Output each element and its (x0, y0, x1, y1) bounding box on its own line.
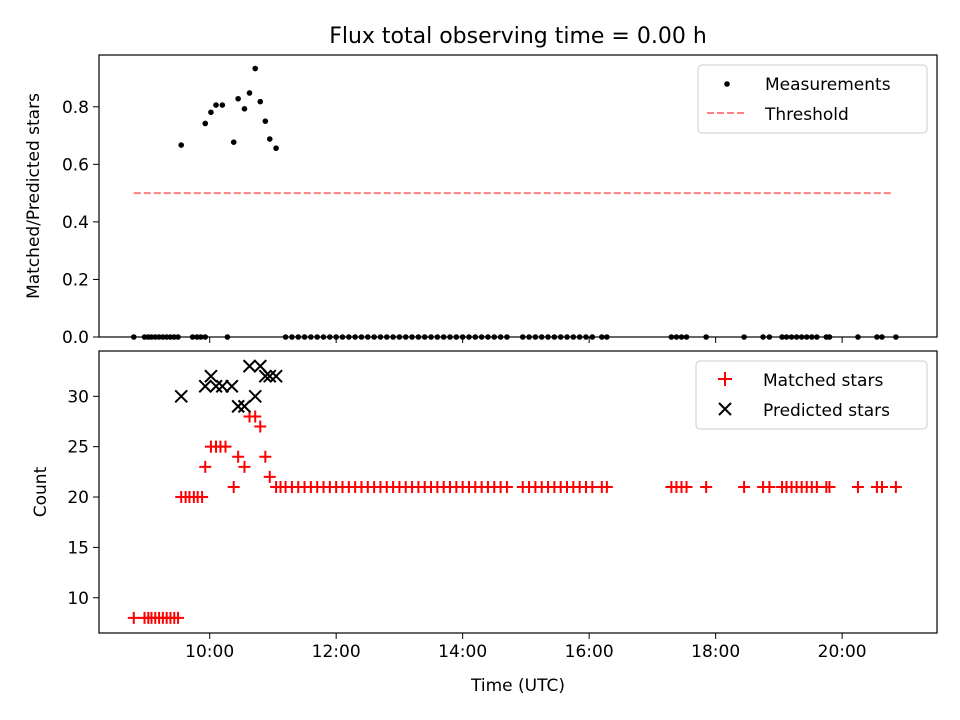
y-tick-label: 0.2 (62, 270, 89, 290)
y-tick-label: 25 (67, 438, 89, 458)
measurement-point (202, 120, 209, 127)
bottom-legend: Matched stars Predicted stars (695, 360, 928, 430)
legend-matched-label: Matched stars (763, 371, 883, 391)
y-tick-label: 0.6 (62, 155, 89, 175)
predicted-star-point (248, 389, 262, 404)
x-tick-label: 14:00 (438, 642, 487, 662)
legend-predicted-marker (718, 402, 732, 416)
predicted-star-point (174, 389, 188, 404)
matched-star-point (851, 480, 864, 493)
predicted-star-point (225, 379, 239, 393)
measurement-point (273, 145, 279, 152)
predicted-star-point (263, 369, 277, 383)
matched-star-point (763, 480, 776, 493)
matched-star-point (823, 480, 836, 493)
bottom-y-axis-label: Count (31, 466, 51, 517)
predicted-star-point (231, 399, 245, 414)
y-tick-label: 0.8 (62, 98, 89, 118)
matched-star-point (254, 420, 267, 433)
matched-star-point (232, 450, 245, 463)
matched-star-point (680, 480, 693, 493)
measurements-panel: Flux total observing time = 0.00 h Match… (24, 24, 938, 348)
y-tick-label: 30 (67, 387, 89, 407)
bottom-plot-frame (98, 350, 938, 634)
matched-star-point (259, 450, 272, 463)
matched-star-point (700, 480, 713, 493)
measurement-point (213, 102, 219, 108)
predicted-star-point (237, 399, 252, 414)
predicted-star-point (209, 379, 223, 393)
predicted-star-point (215, 379, 230, 393)
matched-star-point (196, 491, 209, 504)
y-tick-label: 0.0 (62, 328, 89, 348)
predicted-star-point (258, 369, 273, 383)
measurement-point (266, 136, 273, 142)
matched-star-point (199, 460, 212, 473)
x-tick-label: 16:00 (565, 642, 614, 662)
measurement-point (208, 109, 214, 116)
top-y-axis-label: Matched/Predicted stars (24, 93, 44, 299)
measurement-point (178, 142, 185, 148)
matched-star-point (238, 460, 251, 473)
matched-star-point (263, 470, 276, 483)
x-tick-label: 12:00 (312, 642, 361, 662)
top-legend: Measurements Threshold (697, 64, 928, 134)
matched-star-point (172, 611, 185, 624)
y-tick-label: 15 (67, 538, 89, 558)
matched-star-point (875, 480, 888, 493)
measurement-point (241, 106, 248, 112)
predicted-star-point (198, 379, 212, 393)
counts-panel: Count Time (UTC) 10 15 20 25 30 10:00 12:00 14:… (31, 350, 938, 696)
x-tick-label: 10:00 (185, 642, 234, 662)
legend-matched-marker (718, 372, 732, 386)
matched-star-point (500, 480, 513, 493)
legend-measurements-marker (724, 81, 730, 87)
matched-star-point (227, 480, 240, 493)
matched-star-point (889, 480, 902, 493)
x-tick-label: 20:00 (818, 642, 867, 662)
matched-star-point (738, 480, 751, 493)
y-tick-label: 20 (67, 488, 89, 508)
predicted-star-point (204, 369, 218, 383)
legend-threshold-label: Threshold (764, 105, 849, 125)
legend-predicted-label: Predicted stars (763, 401, 890, 421)
measurement-point (257, 98, 264, 105)
measurement-point (219, 102, 226, 108)
x-tick-label: 18:00 (691, 642, 740, 662)
y-tick-label: 0.4 (62, 213, 89, 233)
predicted-star-point (269, 369, 283, 383)
chart-title: Flux total observing time = 0.00 h (329, 24, 707, 49)
x-axis-label: Time (UTC) (470, 676, 565, 696)
measurement-point (246, 90, 253, 96)
measurement-point (235, 95, 241, 102)
matched-star-point (600, 480, 613, 493)
matched-star-point (127, 611, 140, 624)
top-plot-frame (98, 54, 938, 338)
measurement-point (230, 139, 237, 145)
measurement-point (262, 118, 269, 124)
matched-star-point (219, 440, 232, 453)
measurement-point (252, 65, 259, 72)
matched-star-point (249, 410, 262, 423)
y-tick-label: 10 (67, 589, 89, 609)
legend-measurements-label: Measurements (765, 75, 891, 95)
predicted-star-point (242, 359, 257, 373)
